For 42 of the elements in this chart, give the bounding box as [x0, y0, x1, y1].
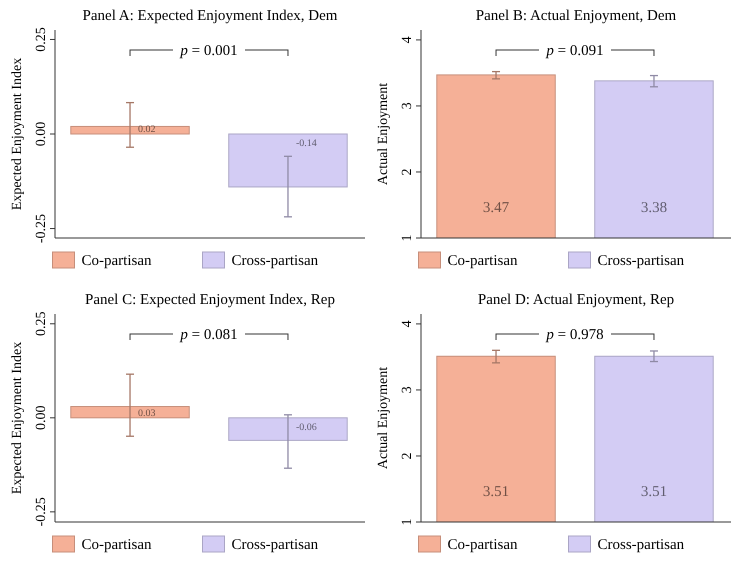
annotation: p = 0.978 — [545, 327, 604, 343]
y-axis-title: Expected Enjoyment Index — [10, 342, 25, 494]
data-label: 3.51 — [640, 484, 668, 500]
y-axis-title: Actual Enjoyment — [376, 366, 391, 470]
y-tick-label: 2 — [400, 452, 415, 460]
y-tick-label: 4 — [400, 36, 415, 44]
legend-label: Cross-partisan — [232, 253, 319, 269]
y-tick-label: 0.00 — [34, 122, 49, 146]
chart-title: Panel D: Actual Enjoyment, Rep — [478, 292, 674, 308]
legend-label: Cross-partisan — [232, 537, 319, 553]
legend-label: Co-partisan — [448, 537, 518, 553]
data-label: -0.06 — [296, 422, 317, 433]
chart-title: Panel A: Expected Enjoyment Index, Dem — [82, 8, 338, 24]
legend-label: Cross-partisan — [598, 537, 685, 553]
chart-title: Panel C: Expected Enjoyment Index, Rep — [85, 292, 335, 308]
y-tick-label: 3 — [400, 386, 415, 394]
legend-label: Co-partisan — [82, 537, 152, 553]
y-tick-label: 2 — [400, 168, 415, 176]
y-tick-label: 1 — [400, 234, 415, 242]
annotation: p = 0.001 — [179, 43, 238, 59]
y-tick-label: 1 — [400, 518, 415, 526]
data-label: 0.02 — [138, 124, 156, 135]
annotation: p = 0.091 — [545, 43, 604, 59]
y-axis-title: Expected Enjoyment Index — [10, 58, 25, 210]
y-tick-label: 3 — [400, 102, 415, 110]
y-tick-label: -0.25 — [34, 497, 49, 526]
y-tick-label: 0.00 — [34, 406, 49, 430]
y-tick-label: 0.25 — [34, 27, 49, 52]
data-label: 3.51 — [482, 484, 510, 500]
chart-title: Panel B: Actual Enjoyment, Dem — [476, 8, 677, 24]
data-label: 3.38 — [640, 200, 668, 216]
y-tick-label: -0.25 — [34, 214, 49, 244]
y-tick-label: 4 — [400, 320, 415, 328]
y-axis-title: Actual Enjoyment — [376, 82, 391, 186]
data-label: 0.03 — [138, 408, 156, 419]
legend-label: Cross-partisan — [598, 253, 685, 269]
data-label: 3.47 — [482, 200, 510, 216]
legend-label: Co-partisan — [82, 253, 152, 269]
data-label: -0.14 — [296, 138, 317, 149]
annotation: p = 0.081 — [179, 327, 238, 343]
legend-label: Co-partisan — [448, 253, 518, 269]
y-tick-label: 0.25 — [34, 312, 49, 336]
